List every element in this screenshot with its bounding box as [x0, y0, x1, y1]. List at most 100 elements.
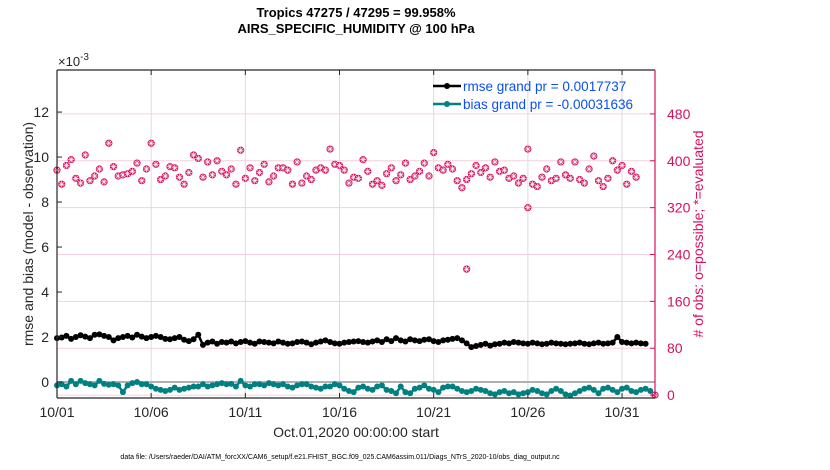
- rmse-point: [341, 339, 348, 346]
- rmse-point: [298, 338, 305, 345]
- rmse-point: [345, 338, 352, 345]
- bias-point: [553, 385, 560, 392]
- obs-point: [171, 164, 179, 172]
- obs-marker-stroke: [582, 180, 587, 186]
- obs-point: [208, 171, 216, 179]
- obs-marker-stroke: [464, 177, 470, 182]
- data-file-footer: data file: /Users/raeder/DAI/ATM_forcXX/…: [120, 454, 560, 461]
- obs-marker-stroke: [153, 161, 159, 167]
- obs-point: [594, 177, 603, 185]
- rmse-point: [388, 338, 395, 345]
- rmse-point: [204, 339, 211, 346]
- obs-marker-stroke: [285, 167, 291, 173]
- obs-markers: [53, 139, 659, 399]
- obs-point: [204, 158, 212, 166]
- bias-point: [388, 388, 395, 395]
- bias-point: [435, 389, 442, 396]
- obs-marker-stroke: [308, 177, 314, 182]
- obs-point: [237, 146, 245, 154]
- bias-point: [289, 384, 296, 391]
- legend-rmse-marker: [444, 83, 450, 89]
- obs-marker-stroke: [445, 161, 451, 167]
- rmse-point: [336, 340, 343, 347]
- rmse-point: [251, 340, 258, 347]
- rmse-point: [619, 338, 626, 345]
- x-tick-label: 10/31: [605, 404, 640, 420]
- obs-marker-stroke: [228, 166, 234, 172]
- bias-point: [609, 386, 616, 393]
- bias-point: [86, 381, 93, 388]
- obs-annotation-point: [524, 204, 532, 212]
- obs-marker-stroke: [337, 163, 342, 168]
- obs-point: [326, 145, 334, 153]
- obs-point: [463, 175, 471, 184]
- rmse-point: [96, 331, 103, 338]
- rmse-point: [571, 340, 578, 347]
- bias-point: [510, 389, 517, 396]
- rmse-point: [378, 338, 385, 345]
- legend: rmse grand pr = 0.0017737 bias grand pr …: [433, 79, 633, 112]
- bias-point: [642, 385, 649, 392]
- obs-point: [58, 180, 66, 188]
- bias-point: [444, 383, 451, 390]
- rmse-point: [444, 336, 451, 343]
- bias-point: [491, 391, 498, 398]
- bias-point: [110, 381, 117, 388]
- obs-point: [364, 167, 372, 175]
- rmse-point: [167, 336, 174, 343]
- obs-point: [458, 184, 466, 192]
- obs-marker-stroke: [530, 181, 535, 187]
- obs-point: [430, 148, 438, 157]
- bias-point: [473, 385, 480, 392]
- bias-point: [482, 388, 489, 395]
- rmse-point: [124, 332, 131, 339]
- obs-marker-stroke: [294, 159, 300, 165]
- obs-point: [128, 167, 136, 175]
- rmse-point: [261, 338, 268, 345]
- bias-point: [261, 382, 268, 389]
- bias-point: [619, 385, 626, 392]
- obs-point: [585, 165, 593, 173]
- obs-marker-stroke: [332, 161, 338, 167]
- obs-point: [566, 174, 574, 182]
- obs-marker-stroke: [224, 172, 229, 178]
- y-tick-label: 4: [41, 284, 49, 300]
- obs-marker-stroke: [101, 179, 107, 185]
- rmse-point: [157, 334, 164, 341]
- bias-point: [360, 383, 367, 390]
- obs-point: [514, 179, 523, 187]
- obs-marker-stroke: [374, 178, 380, 184]
- bias-point: [534, 388, 541, 395]
- bias-point: [101, 380, 108, 387]
- y-tick-label: 12: [33, 104, 49, 120]
- obs-marker-stroke: [148, 140, 154, 146]
- bias-point: [115, 382, 122, 389]
- bias-point: [633, 389, 640, 396]
- rmse-point: [454, 335, 461, 342]
- obs-marker-stroke: [186, 170, 192, 175]
- bias-point: [199, 381, 206, 388]
- y-tick-label: 6: [41, 239, 49, 255]
- obs-marker-stroke: [572, 159, 578, 165]
- bias-point: [458, 388, 465, 395]
- bias-point: [421, 382, 428, 389]
- rmse-point: [247, 339, 254, 346]
- bias-point: [256, 381, 263, 388]
- rmse-point: [364, 339, 371, 346]
- rmse-point: [430, 338, 437, 345]
- rmse-point: [148, 334, 155, 341]
- obs-point: [477, 168, 485, 177]
- bias-point: [407, 390, 414, 397]
- obs-marker-stroke: [388, 165, 394, 171]
- obs-marker-stroke: [346, 180, 352, 186]
- obs-point: [91, 172, 99, 180]
- obs-point: [397, 171, 405, 179]
- bias-point: [449, 383, 456, 390]
- obs-marker-stroke: [610, 158, 615, 164]
- bias-point: [251, 381, 258, 388]
- obs-marker-stroke: [139, 178, 145, 184]
- obs-point: [194, 154, 202, 163]
- bias-point: [171, 384, 178, 391]
- obs-point: [284, 166, 292, 174]
- bias-point: [204, 383, 211, 390]
